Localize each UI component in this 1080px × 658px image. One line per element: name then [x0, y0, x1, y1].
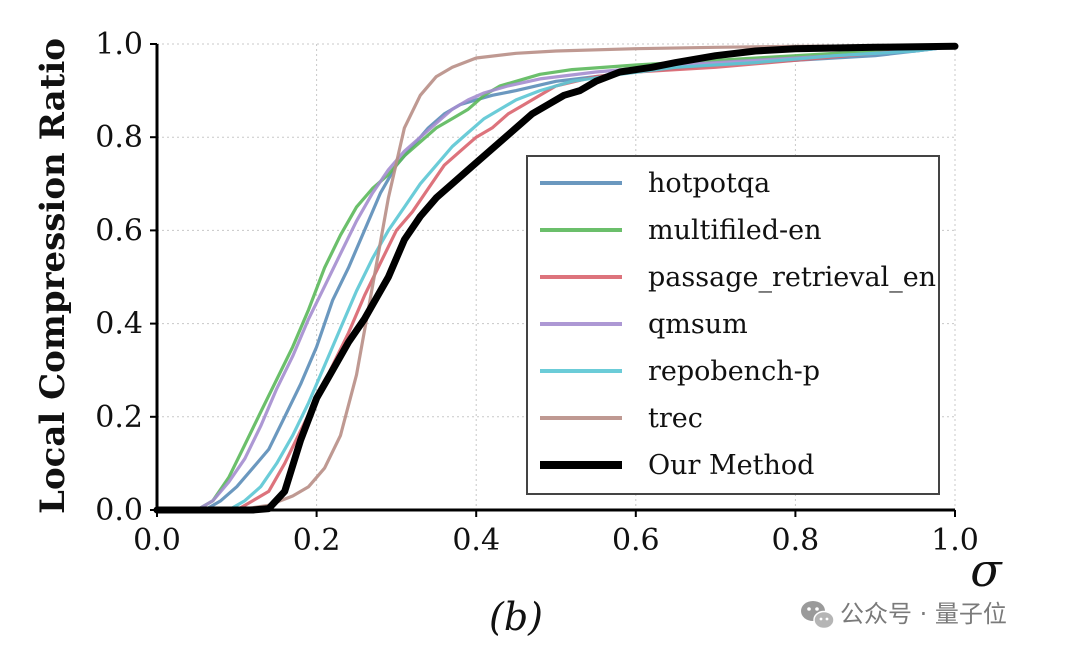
- watermark-text: 公众号 · 量子位: [840, 600, 1007, 628]
- legend-entry: qmsum: [648, 309, 748, 340]
- y-tick-label: 0.8: [95, 120, 143, 155]
- tick-labels: 0.0 0.2 0.4 0.6 0.8 1.0 0.0 0.2 0.4 0.6 0.8 1.0: [95, 27, 979, 558]
- y-tick-label: 1.0: [95, 27, 143, 62]
- x-tick-label: 1.0: [931, 523, 979, 558]
- legend-entry: hotpotqa: [648, 168, 770, 199]
- series-line-multifiled-en: [155, 44, 957, 512]
- legend-entry: trec: [648, 403, 703, 434]
- wechat-icon: [801, 601, 835, 630]
- y-axis-label: Local Compression Ratio: [33, 38, 73, 514]
- legend-entry: multifiled-en: [648, 215, 822, 246]
- y-tick-label: 0.6: [95, 213, 143, 248]
- axes: [155, 44, 955, 512]
- y-tick-label: 0.0: [95, 493, 143, 528]
- y-tick-label: 0.2: [95, 400, 143, 435]
- legend-entry: passage_retrieval_en: [648, 262, 936, 293]
- watermark: 公众号 · 量子位: [801, 600, 1007, 630]
- x-tick-label: 0.6: [612, 523, 660, 558]
- x-tick-label: 0.4: [452, 523, 500, 558]
- x-tick-label: 0.8: [772, 523, 820, 558]
- series-line-our-method: [153, 42, 959, 514]
- x-tick-label: 0.0: [133, 523, 181, 558]
- legend: hotpotqa multifiled-en passage_retrieval_e…: [526, 155, 940, 495]
- x-axis-label: σ: [970, 543, 1003, 597]
- figure-caption: (b): [489, 595, 543, 639]
- series-lines: [153, 42, 959, 514]
- legend-entry: repobench-p: [648, 356, 820, 387]
- y-tick-label: 0.4: [95, 307, 143, 342]
- legend-entry: Our Method: [648, 450, 814, 481]
- series-line-trec: [155, 43, 957, 512]
- x-tick-label: 0.2: [293, 523, 341, 558]
